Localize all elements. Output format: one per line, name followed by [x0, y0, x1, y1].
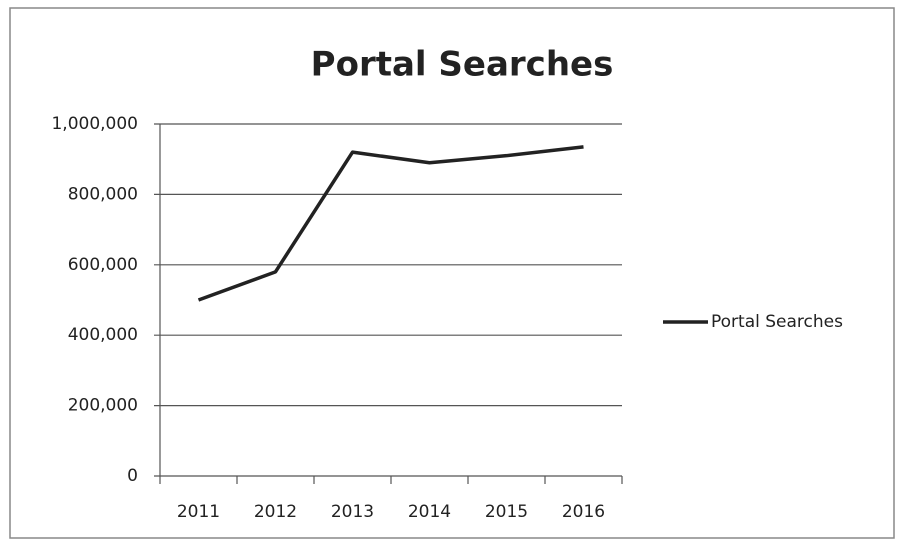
x-tick-label: 2016: [562, 502, 605, 522]
y-tick-label: 200,000: [68, 396, 138, 416]
y-tick-label: 1,000,000: [51, 114, 138, 134]
chart-title: Portal Searches: [311, 45, 614, 85]
y-tick-label: 0: [127, 466, 138, 486]
x-tick-label: 2012: [254, 502, 297, 522]
y-tick-label: 400,000: [68, 325, 138, 345]
y-tick-label: 600,000: [68, 255, 138, 275]
chart-border: [9, 7, 895, 539]
legend-label: Portal Searches: [711, 312, 843, 332]
x-tick-label: 2013: [331, 502, 374, 522]
y-tick-label: 800,000: [68, 184, 138, 204]
x-tick-label: 2014: [408, 502, 451, 522]
x-tick-label: 2015: [485, 502, 528, 522]
x-tick-label: 2011: [177, 502, 220, 522]
series-line: [197, 145, 584, 302]
